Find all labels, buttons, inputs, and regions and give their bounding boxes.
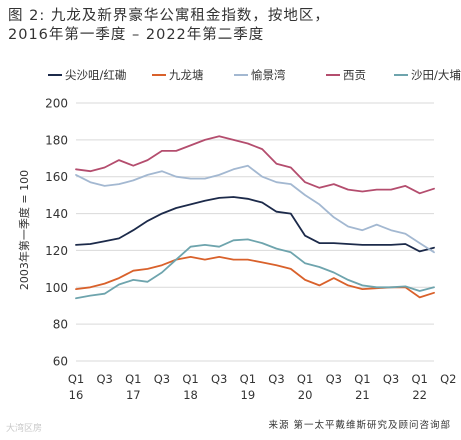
y-tick-label: 180 xyxy=(45,133,68,147)
x-tick-label: Q1 xyxy=(297,372,313,386)
x-tick-label: Q3 xyxy=(326,372,342,386)
legend: 尖沙咀/红磡 九龙塘 愉景湾 西贡 沙田/大埔 xyxy=(48,68,461,82)
y-tick-label: 60 xyxy=(53,355,68,369)
x-tick-label: Q1 xyxy=(240,372,256,386)
x-tick-year: 16 xyxy=(69,388,84,402)
x-tick-label: Q3 xyxy=(383,372,399,386)
x-tick-label: Q3 xyxy=(268,372,284,386)
x-tick-label: Q1 xyxy=(354,372,370,386)
series-lines xyxy=(75,135,435,300)
x-tick-year: 18 xyxy=(183,388,198,402)
y-axis-label: 2003年第一季度 = 100 xyxy=(17,170,31,290)
y-tick-label: 140 xyxy=(45,207,68,221)
x-tick-label: Q1 xyxy=(411,372,427,386)
x-tick-year: 20 xyxy=(298,388,313,402)
watermark: 大湾区房 xyxy=(6,424,43,434)
x-tick-year: 17 xyxy=(126,388,141,402)
x-tick-label: Q3 xyxy=(211,372,227,386)
x-tick-year: 21 xyxy=(355,388,370,402)
x-tick-label: Q1 xyxy=(125,372,141,386)
y-tick-label: 160 xyxy=(45,170,68,184)
x-tick-year: 19 xyxy=(241,388,256,402)
legend-label: 西贡 xyxy=(343,68,366,82)
series-line xyxy=(75,238,435,300)
source-note: 来源 第一太平戴维斯研究及顾问咨询部 xyxy=(268,420,451,431)
series-line xyxy=(75,196,435,253)
series-line xyxy=(75,164,435,254)
x-axis: Q1 16 Q3 Q1 17 Q3 Q1 18 Q3 Q1 19 Q3 Q1 20 Q3 Q1 21 Q3 Q1 22… xyxy=(68,372,457,402)
x-tick-year: 22 xyxy=(412,388,427,402)
series-line xyxy=(75,255,435,299)
y-tick-label: 120 xyxy=(45,244,68,258)
legend-label: 沙田/大埔 xyxy=(411,68,461,82)
x-tick-label: Q3 xyxy=(96,372,112,386)
series-line xyxy=(75,135,435,195)
legend-label: 愉景湾 xyxy=(251,68,286,82)
x-tick-label: Q1 xyxy=(182,372,198,386)
x-tick-label: Q2 xyxy=(440,372,456,386)
legend-label: 尖沙咀/红磡 xyxy=(65,68,126,82)
x-tick-label: Q3 xyxy=(154,372,170,386)
x-tick-label: Q1 xyxy=(68,372,84,386)
legend-label: 九龙塘 xyxy=(169,68,204,82)
chart-title: 图 2: 九龙及新界豪华公寓租金指数，按地区， 2016年第一季度 – 2022… xyxy=(8,8,330,43)
y-tick-label: 80 xyxy=(53,318,68,332)
y-tick-label: 200 xyxy=(45,97,68,111)
y-axis: 60 80 100 120 140 160 180 200 xyxy=(45,97,68,369)
y-tick-label: 100 xyxy=(45,281,68,295)
